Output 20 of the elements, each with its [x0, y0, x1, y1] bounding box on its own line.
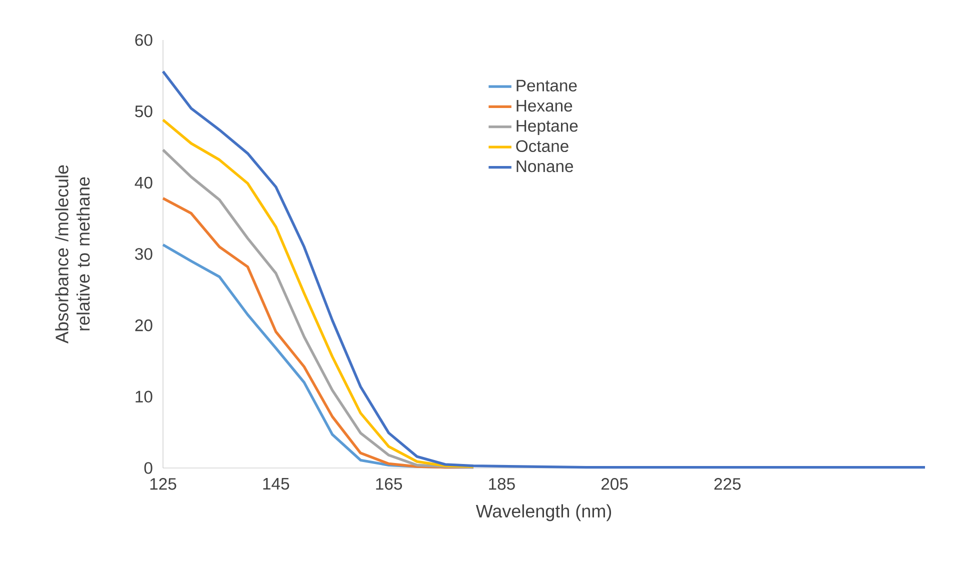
x-tick-label: 125	[150, 478, 176, 490]
x-tick-label: 185	[489, 478, 515, 490]
legend-label: Pentane	[516, 80, 577, 92]
y-tick-label: 30	[135, 248, 152, 260]
y-tick-label: 10	[136, 390, 152, 403]
legend-label: Heptane	[516, 120, 578, 136]
x-tick-label: 145	[263, 478, 290, 490]
y-axis-title: Absorbance /molecule relative to methane	[55, 165, 90, 344]
legend-label: Hexane	[516, 100, 572, 112]
y-tick-label: 40	[134, 176, 152, 189]
x-axis-title: Wavelength (nm)	[476, 504, 612, 522]
legend-label: Nonane	[516, 160, 574, 172]
legend-label: Octane	[516, 140, 568, 152]
x-tick-label: 165	[376, 478, 402, 490]
y-tick-label: 60	[135, 34, 152, 46]
x-tick-label: 205	[601, 478, 628, 490]
x-tick-label: 225	[714, 478, 741, 490]
y-tick-label: 50	[135, 105, 152, 118]
y-tick-label: 0	[144, 462, 152, 474]
y-tick-label: 20	[135, 319, 152, 332]
